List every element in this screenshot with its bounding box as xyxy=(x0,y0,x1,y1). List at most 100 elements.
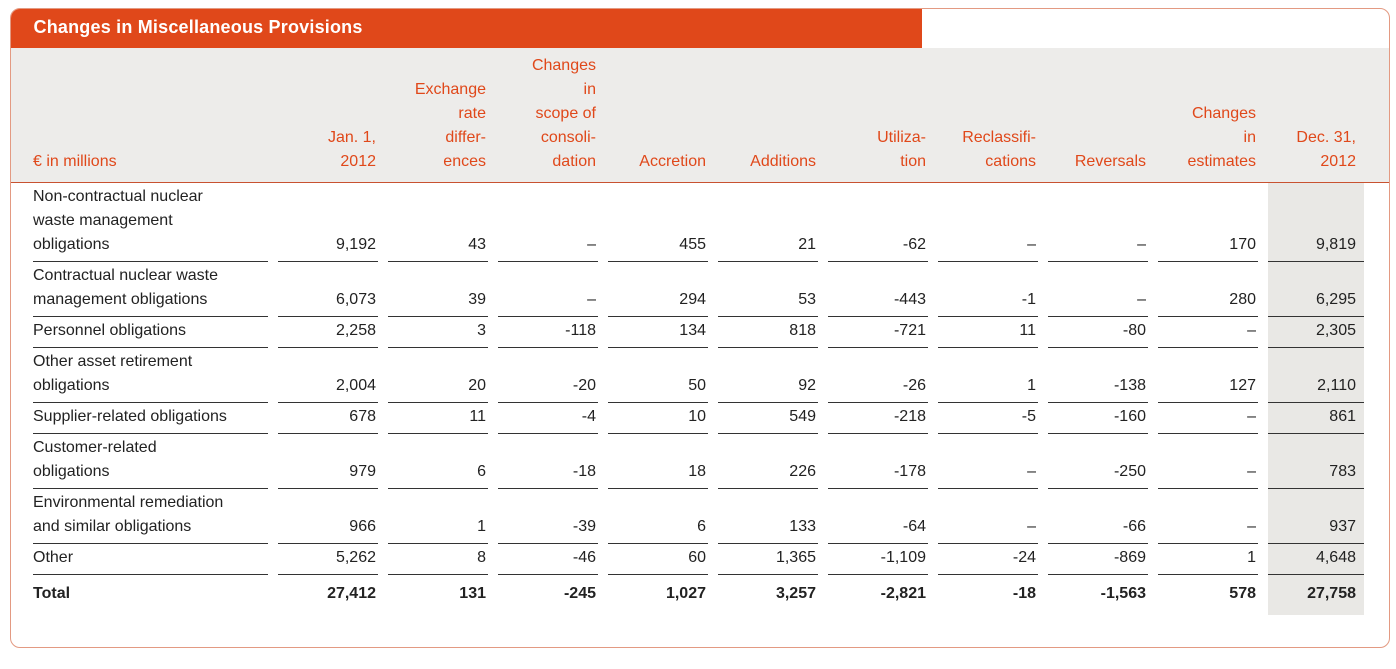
cell-value: 678 xyxy=(278,403,378,434)
cell-value: 170 xyxy=(1158,183,1258,262)
cell-value: – xyxy=(1048,183,1148,262)
cell-value: – xyxy=(1048,262,1148,317)
table-row: Supplier-related obligations 678 11 -4 10 549… xyxy=(33,402,1364,434)
cell-value: 455 xyxy=(608,183,708,262)
row-label: Supplier-related obligations xyxy=(33,403,268,434)
cell-value: 43 xyxy=(388,183,488,262)
table-row: Other 5,262 8 -46 60 1,365 -1,109 -24 -869 1 4,648 xyxy=(33,543,1364,575)
cell-value: 5,262 xyxy=(278,544,378,575)
cell-value: -138 xyxy=(1048,348,1148,403)
cell-value: 133 xyxy=(718,489,818,544)
cell-value: -245 xyxy=(563,584,596,602)
cell-value: – xyxy=(1158,434,1258,489)
cell-value: 3 xyxy=(388,317,488,348)
unit-label: € in millions xyxy=(33,152,117,170)
cell-value: 1,027 xyxy=(665,584,706,602)
table-row: Non-contractual nuclear waste management… xyxy=(33,182,1364,262)
cell-value: -1,563 xyxy=(1100,584,1146,602)
cell-value: – xyxy=(498,183,598,262)
cell-value: 131 xyxy=(459,584,486,602)
column-header-changes-in-scope-of-consolidation: Changes in scope of consoli- dation xyxy=(531,56,596,170)
cell-value: 21 xyxy=(718,183,818,262)
cell-value: 50 xyxy=(608,348,708,403)
cell-value: 60 xyxy=(608,544,708,575)
cell-value: 783 xyxy=(1268,433,1364,489)
column-header-changes-in-estimates: Changes in estimates xyxy=(1187,104,1256,170)
column-header-reclassifications: Reclassifi- cations xyxy=(962,128,1036,170)
cell-value: 127 xyxy=(1158,348,1258,403)
column-header-accretion: Accretion xyxy=(639,152,706,170)
table-body: Non-contractual nuclear waste management… xyxy=(11,182,1389,635)
cell-value: -721 xyxy=(828,317,928,348)
cell-value: -24 xyxy=(938,544,1038,575)
cell-value: 11 xyxy=(938,317,1038,348)
cell-value: 6 xyxy=(388,434,488,489)
header-row: € in millions Jan. 1, 2012 Exchange rate… xyxy=(33,54,1364,182)
row-label: Contractual nuclear waste management obl… xyxy=(33,262,268,317)
column-header-utilization: Utiliza- tion xyxy=(877,128,926,170)
cell-value: 53 xyxy=(718,262,818,317)
column-header-jan-1-2012: Jan. 1, 2012 xyxy=(327,128,376,170)
cell-value: 2,004 xyxy=(278,348,378,403)
cell-value: 979 xyxy=(278,434,378,489)
cell-value: 6,295 xyxy=(1268,261,1364,317)
cell-value: -26 xyxy=(828,348,928,403)
cell-value: 861 xyxy=(1268,402,1364,434)
cell-value: – xyxy=(1158,403,1258,434)
cell-value: -66 xyxy=(1048,489,1148,544)
table-row: Other asset retirement obligations 2,004 2… xyxy=(33,347,1364,403)
table-row: Personnel obligations 2,258 3 -118 134 818 -72… xyxy=(33,316,1364,348)
column-header-additions: Additions xyxy=(750,152,816,170)
cell-value: -250 xyxy=(1048,434,1148,489)
cell-value: -80 xyxy=(1048,317,1148,348)
cell-value: -18 xyxy=(498,434,598,489)
column-header-reversals: Reversals xyxy=(1074,152,1146,170)
row-label: Total xyxy=(33,584,71,602)
cell-value: 20 xyxy=(388,348,488,403)
provisions-table-body: Non-contractual nuclear waste management… xyxy=(33,182,1364,615)
column-header-exchange-rate-differences: Exchange rate differ- ences xyxy=(414,80,486,170)
cell-value: 937 xyxy=(1268,488,1364,544)
cell-value: -218 xyxy=(828,403,928,434)
row-label: Other xyxy=(33,544,268,575)
row-label: Personnel obligations xyxy=(33,317,268,348)
cell-value: – xyxy=(938,489,1038,544)
cell-value: -869 xyxy=(1048,544,1148,575)
cell-value: 27,758 xyxy=(1268,574,1364,615)
table-row: Environmental remediation and similar ob… xyxy=(33,488,1364,544)
cell-value: – xyxy=(1158,317,1258,348)
cell-value: 818 xyxy=(718,317,818,348)
cell-value: -2,821 xyxy=(880,584,926,602)
cell-value: -160 xyxy=(1048,403,1148,434)
cell-value: -39 xyxy=(498,489,598,544)
cell-value: 2,258 xyxy=(278,317,378,348)
cell-value: -64 xyxy=(828,489,928,544)
cell-value: -20 xyxy=(498,348,598,403)
cell-value: 1 xyxy=(1158,544,1258,575)
cell-value: 4,648 xyxy=(1268,543,1364,575)
table-header: € in millions Jan. 1, 2012 Exchange rate… xyxy=(11,47,1389,183)
cell-value: -178 xyxy=(828,434,928,489)
cell-value: -46 xyxy=(498,544,598,575)
cell-value: 578 xyxy=(1229,584,1256,602)
table-row-total: Total 27,412 131 -245 1,027 3,257 -2,821 -18 -1,… xyxy=(33,574,1364,615)
cell-value: -4 xyxy=(498,403,598,434)
row-label: Environmental remediation and similar ob… xyxy=(33,489,268,544)
cell-value: 92 xyxy=(718,348,818,403)
cell-value: 11 xyxy=(388,403,488,434)
cell-value: 9,819 xyxy=(1268,182,1364,262)
column-header-dec-31-2012: Dec. 31, 2012 xyxy=(1296,128,1356,170)
cell-value: -1,109 xyxy=(828,544,928,575)
cell-value: 549 xyxy=(718,403,818,434)
cell-value: -18 xyxy=(1012,584,1036,602)
table-title: Changes in Miscellaneous Provisions xyxy=(33,17,363,37)
cell-value: – xyxy=(498,262,598,317)
row-label: Customer-related obligations xyxy=(33,434,268,489)
cell-value: 6,073 xyxy=(278,262,378,317)
table-row: Contractual nuclear waste management obl… xyxy=(33,261,1364,317)
cell-value: 280 xyxy=(1158,262,1258,317)
cell-value: – xyxy=(938,183,1038,262)
cell-value: -118 xyxy=(498,317,598,348)
cell-value: -443 xyxy=(828,262,928,317)
cell-value: -62 xyxy=(828,183,928,262)
